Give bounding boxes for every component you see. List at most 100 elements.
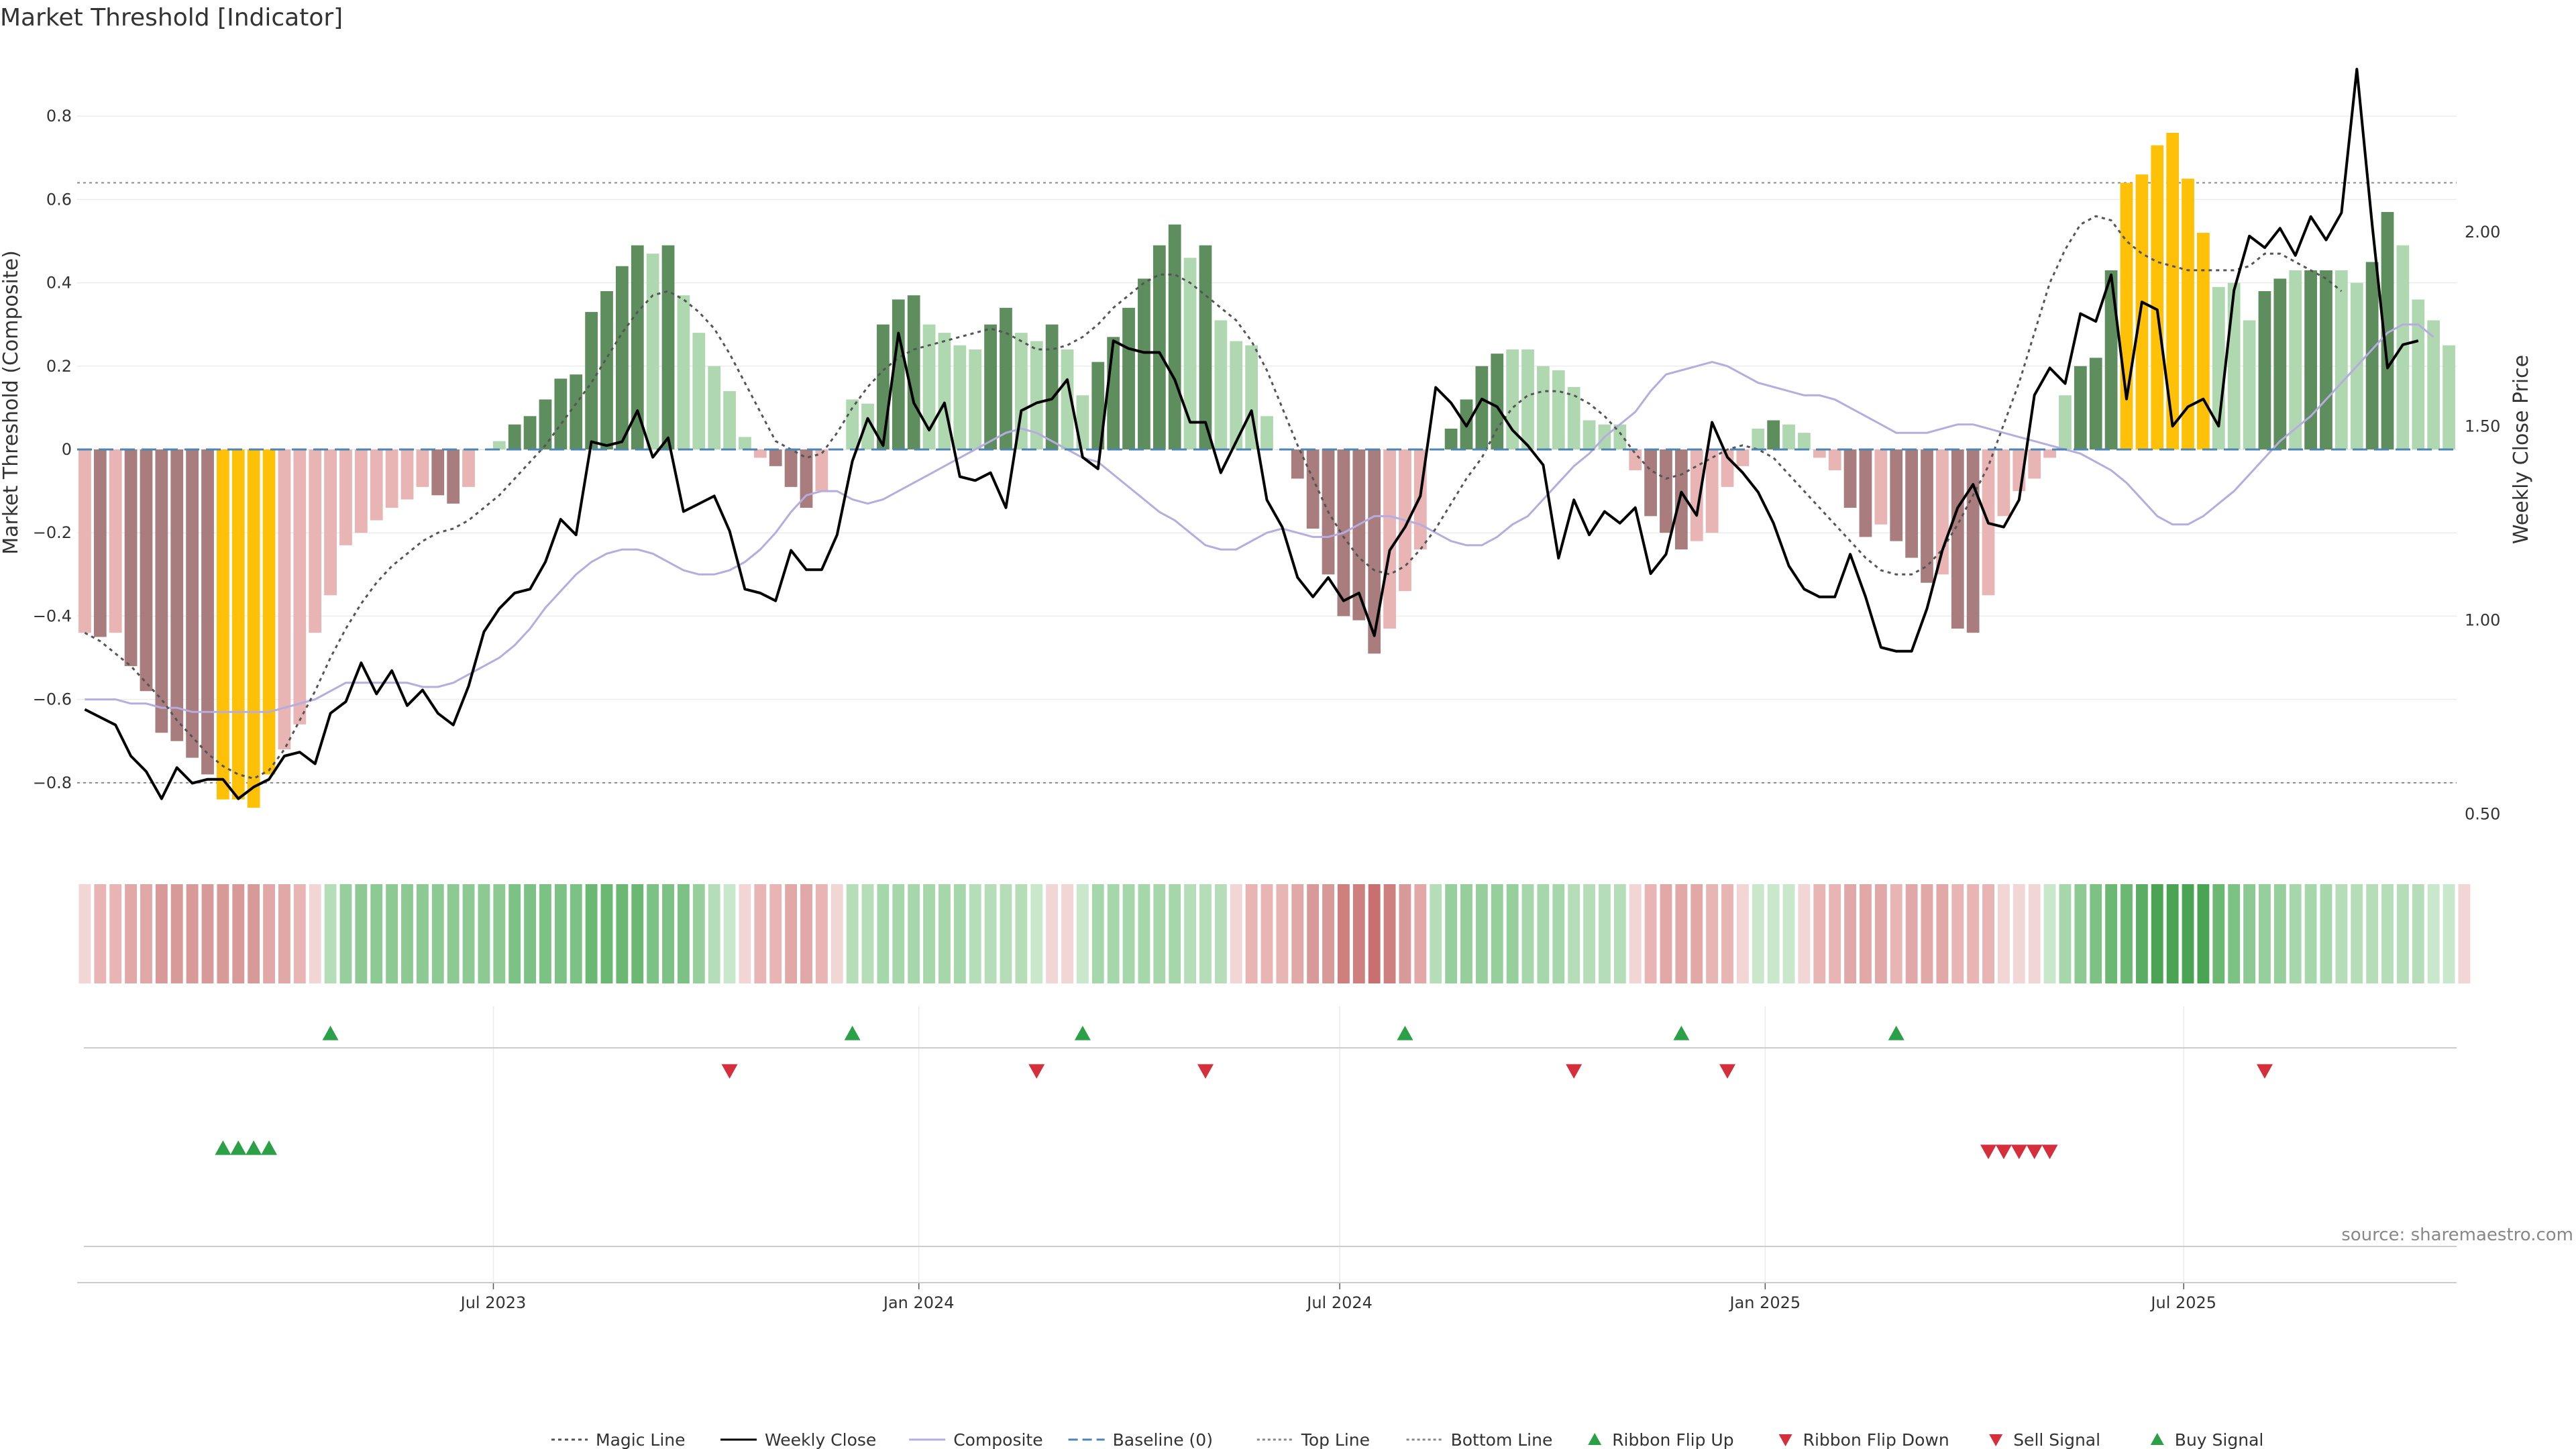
ribbon-cell [1767,884,1780,983]
threshold-lines [77,182,2457,784]
composite-bar [2197,233,2210,449]
composite-bar [1843,449,1857,508]
legend-item: Composite [909,1430,1043,1449]
ribbon-cell [1506,884,1519,983]
ribbon-cell [2212,884,2225,983]
ribbon-cell [2228,884,2241,983]
ribbon-cell [2366,884,2379,983]
ribbon-cell [1860,884,1872,983]
composite-bar [1107,337,1120,449]
ribbon-flip-up-marker [1888,1026,1904,1040]
ribbon-cell [1675,884,1688,983]
ribbon-cell [815,884,828,983]
composite-bar [677,295,690,449]
x-axis: Jul 2023 Jan 2024 Jul 2024 Jan 2025 Jul 2025 [77,1282,2457,1312]
ribbon-cell [1644,884,1657,983]
composite-bar [1752,428,1765,449]
composite-bar [1552,370,1565,449]
ribbon-cell [1752,884,1764,983]
composite-bar [478,449,490,450]
y-axis-label-left: Market Threshold (Composite) [0,250,23,555]
ribbon-cell [1015,884,1028,983]
composite-bar [2074,366,2087,449]
ribbon-cell [1951,884,1964,983]
ribbon-cell [1967,884,1980,983]
composite-bar [1705,449,1719,533]
ribbon-cell [155,884,168,983]
ribbon-cell [1091,884,1104,983]
ribbon-cell [1521,884,1534,983]
composite-bar [2273,278,2287,449]
sell-signal-marker [2026,1144,2043,1159]
ribbon-cell [1982,884,1994,983]
ribbon-cell [201,884,214,983]
composite-bar [2243,320,2256,449]
composite-bar [1183,258,1197,449]
composite-bar [585,312,598,449]
ribbon-cell [1245,884,1258,983]
ribbon-cell [478,884,490,983]
ribbon-cell [370,884,383,983]
ribbon-cell [692,884,705,983]
composite-bar [2365,262,2379,449]
ribbon-cell [892,884,905,983]
ribbon-cell [1199,884,1212,983]
composite-bar [969,349,982,449]
composite-bar [1306,449,1320,529]
composite-bar [2381,212,2394,449]
composite-bar [262,449,276,775]
composite-bar [1782,424,1795,449]
composite-bar [938,333,951,449]
ribbon-cell [830,884,843,983]
ribbon-cell [616,884,629,983]
ribbon-cell [861,884,874,983]
ribbon-cell [1599,884,1611,983]
sell-signal-marker [1980,1144,1997,1159]
composite-bar [1736,449,1750,466]
ribbon-cell [908,884,920,983]
composite-bar [2258,291,2271,449]
y-right-tick-label: 2.00 [2465,223,2500,241]
composite-bar [739,437,751,449]
ribbon-cell [1613,884,1626,983]
composite-bar [278,449,291,750]
ribbon-cell [1337,884,1350,983]
legend-item: Top Line [1256,1430,1370,1449]
ribbon-cell [293,884,306,983]
legend-label: Buy Signal [2175,1430,2264,1449]
composite-bar [600,291,613,449]
legend-label: Ribbon Flip Down [1803,1430,1949,1449]
composite-bar [661,245,675,449]
y-tick-label: 0.4 [46,274,72,292]
ribbon-cell [1629,884,1642,983]
composite-bar [1383,449,1396,629]
ribbon-cell [1583,884,1595,983]
ribbon-cell [1460,884,1472,983]
buy-signal-marker [261,1140,278,1155]
ribbon-cell [1998,884,2010,983]
ribbon-cell [2197,884,2210,983]
ribbon-cell [1230,884,1242,983]
legend-swatch [2150,1433,2164,1445]
legend-item: Ribbon Flip Down [1778,1430,1949,1449]
composite-bar [1874,449,1888,525]
ribbon-cell [94,884,107,983]
composite-bar [1828,449,1841,471]
legend-item: Ribbon Flip Up [1588,1430,1734,1449]
ribbon-cell [1660,884,1672,983]
composite-bar [1122,307,1135,449]
ribbon-cell [1706,884,1719,983]
composite-bar [1199,245,1212,449]
composite-bar [2396,245,2410,449]
composite-bar [2182,178,2194,449]
ribbon-cell [2059,884,2072,983]
ribbon-cell [2090,884,2102,983]
ribbon-cell [2151,884,2163,983]
composite-bar [370,449,383,521]
ribbon-cell [278,884,290,983]
composite-bar [155,449,168,733]
ribbon-cell [1184,884,1197,983]
composite-bar [508,424,521,449]
composite-bar [2427,320,2440,449]
ribbon-cell [447,884,460,983]
